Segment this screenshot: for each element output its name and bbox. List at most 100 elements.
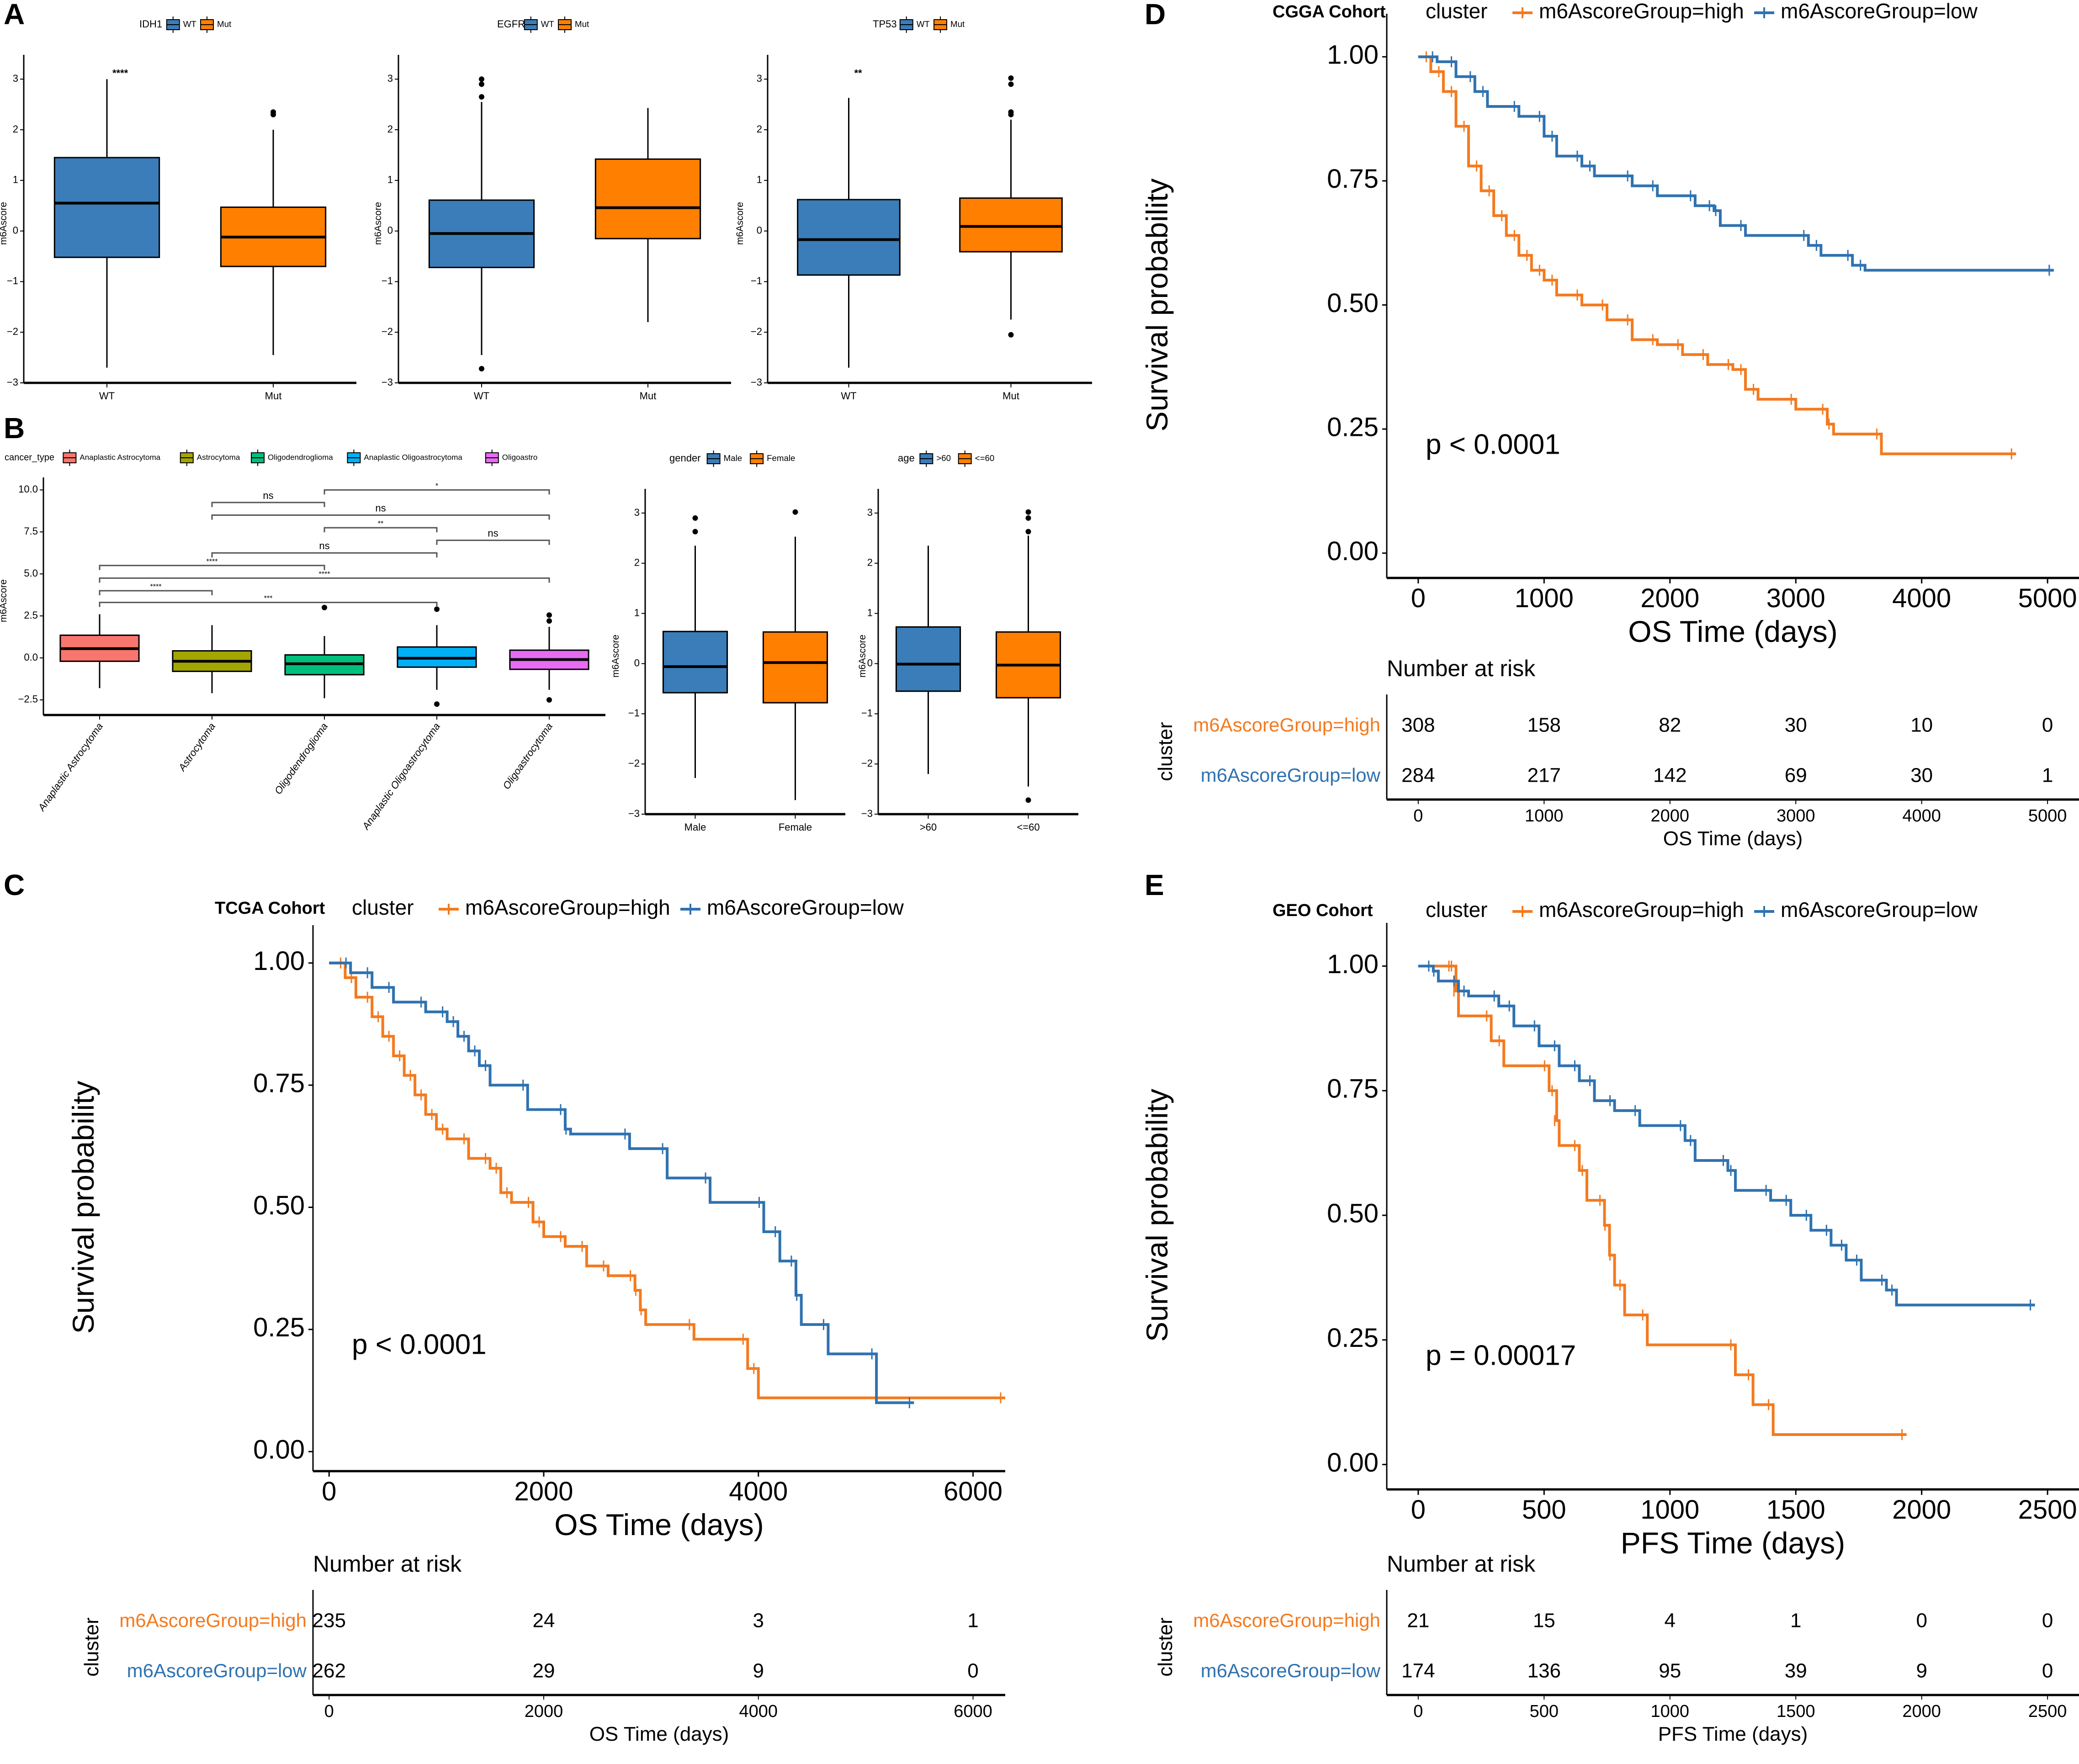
outlier-point [546, 618, 552, 624]
outlier-point [479, 366, 484, 371]
x-tick-label: WT [474, 390, 489, 402]
risk-x-tick-label: 4000 [1902, 806, 1941, 826]
comparison-label: *** [264, 595, 273, 603]
x-tick-label: Mut [265, 390, 282, 402]
y-tick-label: −1 [861, 707, 873, 719]
legend-label-1: Astrocytoma [197, 453, 240, 461]
legend-label-0: WT [183, 19, 196, 29]
risk-count: 0 [2042, 1660, 2053, 1682]
box-mut [594, 158, 701, 239]
outlier-point [1008, 75, 1014, 81]
risk-row-label: m6AscoreGroup=high [1193, 714, 1380, 736]
risk-x-tick-label: 1000 [1525, 806, 1564, 826]
risk-x-tick-label: 6000 [954, 1702, 992, 1721]
outlier-point [792, 509, 798, 515]
risk-count: 30 [1910, 764, 1933, 787]
risk-count: 82 [1659, 714, 1681, 736]
y-tick-label: 10.0 [18, 483, 38, 495]
outlier-point [1025, 797, 1031, 803]
x-tick-label: Male [684, 821, 706, 833]
y-tick-label: 0 [757, 224, 762, 236]
risk-x-tick-label: 0 [1413, 806, 1423, 826]
p-value: p = 0.00017 [1426, 1340, 1576, 1371]
y-tick-label: −1 [628, 707, 640, 719]
box-wt [797, 199, 901, 276]
outlier-point [434, 606, 440, 612]
y-axis-label: m6Ascore [0, 202, 9, 245]
boxplot-egfr: EGFR WT Mut −3 −2 −1 0 1 2 3 m6Ascore WT Mut [375, 16, 731, 402]
risk-count: 217 [1527, 764, 1561, 787]
p-value: p < 0.0001 [1426, 429, 1560, 460]
risk-count: 0 [1916, 1610, 1927, 1632]
significance-label: ** [854, 68, 863, 79]
cohort-title: GEO Cohort [1273, 901, 1373, 920]
y-tick-label: 2 [387, 123, 393, 135]
comparison-bracket [99, 565, 325, 570]
risk-count: 1 [967, 1610, 978, 1632]
x-tick-label: 500 [1522, 1495, 1566, 1525]
risk-count: 39 [1785, 1660, 1807, 1682]
x-tick-label: Oligodendroglioma [272, 721, 330, 797]
risk-count: 1 [2042, 764, 2053, 787]
y-tick-label: 0.0 [24, 652, 38, 663]
legend-label-0: m6AscoreGroup=high [1539, 898, 1744, 922]
legend-label-0: m6AscoreGroup=high [1539, 0, 1744, 23]
comparison-bracket [211, 514, 550, 520]
legend-label-1: Mut [575, 19, 589, 29]
km-curve-low [1418, 964, 2035, 1307]
comparison-bracket [99, 602, 438, 607]
legend-label-1: Mut [950, 19, 965, 29]
legend-title: cancer_type [5, 452, 54, 462]
risk-count: 1 [1790, 1610, 1801, 1632]
km-plot-geo: GEO Cohort cluster m6AscoreGroup=high m6Asc… [1140, 898, 2079, 1745]
y-axis-label: Survival probability [1140, 1089, 1174, 1342]
legend-label-0: Male [724, 453, 742, 463]
y-tick-label: 1 [387, 174, 393, 185]
km-plot-tcga: TCGA Cohort cluster m6AscoreGroup=high m6As… [66, 895, 1005, 1745]
y-tick-label: −2 [861, 758, 873, 769]
y-tick-label: 3 [387, 73, 393, 84]
comparison-bracket [324, 489, 550, 495]
x-tick-label: Female [779, 821, 812, 833]
box-female [762, 631, 828, 704]
x-tick-label: 6000 [944, 1477, 1002, 1506]
y-tick-label: 0 [867, 657, 873, 668]
risk-x-tick-label: 3000 [1777, 806, 1815, 826]
comparison-label: **** [319, 570, 330, 578]
outlier-point [479, 76, 484, 82]
panel-label-e: E [1145, 869, 1164, 901]
y-tick-label: −1 [382, 275, 393, 286]
y-tick-label: 0.75 [1327, 1074, 1379, 1104]
legend-title: gender [669, 452, 701, 464]
y-tick-label: 0.25 [253, 1313, 305, 1342]
x-tick-label: <=60 [1017, 821, 1040, 833]
risk-x-tick-label: 2000 [525, 1702, 563, 1721]
y-tick-label: 2 [13, 123, 18, 135]
risk-count: 174 [1401, 1660, 1435, 1682]
risk-x-tick-label: 2000 [1650, 806, 1689, 826]
legend-label-0: WT [541, 19, 554, 29]
legend-label-0: Anaplastic Astrocytoma [80, 453, 160, 461]
risk-x-tick-label: 500 [1530, 1702, 1559, 1721]
y-tick-label: 2 [634, 557, 640, 568]
risk-count: 10 [1910, 714, 1933, 736]
x-tick-label: 2000 [514, 1477, 573, 1506]
comparison-label: **** [150, 583, 162, 591]
km-curve-low [329, 961, 914, 1404]
y-axis-label: m6Ascore [735, 202, 745, 245]
x-tick-label: Anaplastic Astrocytoma [35, 721, 105, 814]
risk-count: 262 [313, 1660, 346, 1682]
risk-x-tick-label: 4000 [739, 1702, 778, 1721]
legend-label-0: WT [917, 19, 930, 29]
legend-label-1: m6AscoreGroup=low [707, 895, 904, 919]
risk-row-label: m6AscoreGroup=low [127, 1660, 307, 1681]
legend-label-3: Anaplastic Oligoastrocytoma [364, 453, 462, 461]
risk-y-label: cluster [1154, 1617, 1177, 1677]
legend-label-1: Female [767, 453, 795, 463]
risk-count: 95 [1659, 1660, 1681, 1682]
box-wt [53, 157, 160, 258]
x-tick-label: 1000 [1640, 1495, 1699, 1525]
x-tick-label: >60 [920, 821, 937, 833]
x-tick-label: Mut [1002, 390, 1019, 402]
risk-x-tick-label: 0 [1413, 1702, 1423, 1721]
